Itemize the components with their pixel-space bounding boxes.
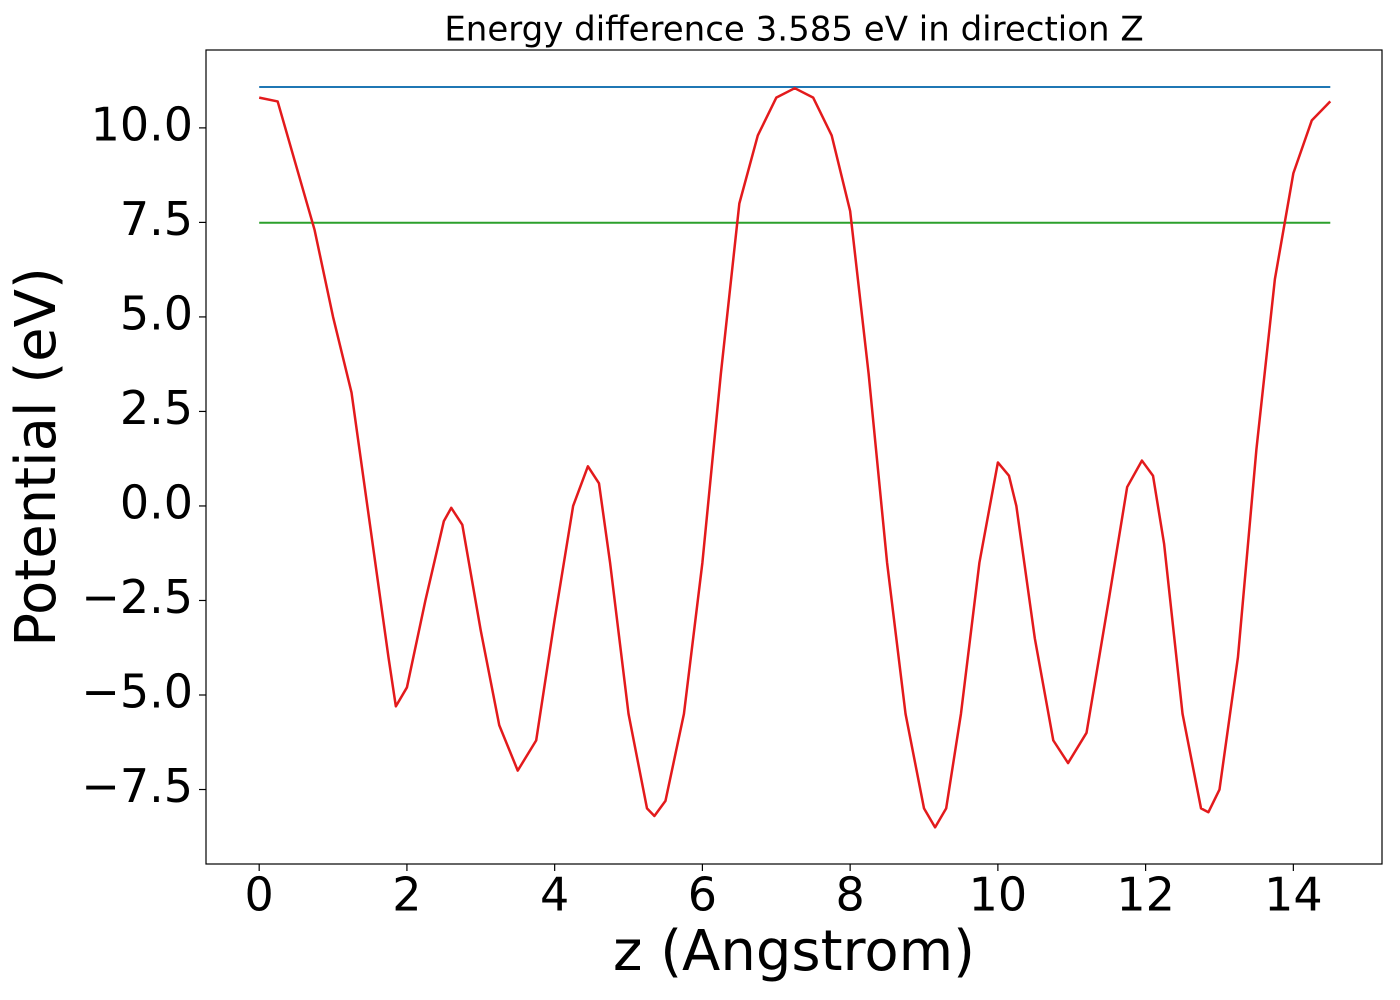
y-tick-label: 10.0 xyxy=(91,97,193,151)
x-axis-label: z (Angstrom) xyxy=(613,919,975,984)
x-tick-label: 10 xyxy=(969,868,1028,922)
x-tick-label: 8 xyxy=(836,868,865,922)
x-tick-label: 6 xyxy=(688,868,717,922)
plot-frame xyxy=(205,49,1383,865)
y-tick-label: −2.5 xyxy=(81,570,193,624)
x-tick-label: 4 xyxy=(540,868,569,922)
y-tick-label: 2.5 xyxy=(120,381,193,435)
y-tick-label: −5.0 xyxy=(81,664,193,718)
y-tick-label: 7.5 xyxy=(120,192,193,246)
y-tick-label: 0.0 xyxy=(120,475,193,529)
chart-title: Energy difference 3.585 eV in direction … xyxy=(444,10,1143,50)
x-tick-label: 2 xyxy=(392,868,421,922)
y-axis-label: Potential (eV) xyxy=(4,267,69,647)
y-tick-label: −7.5 xyxy=(81,759,193,813)
x-tick-label: 12 xyxy=(1116,868,1175,922)
data-line xyxy=(258,86,1332,829)
x-tick-label: 14 xyxy=(1264,868,1323,922)
x-tick-label: 0 xyxy=(245,868,274,922)
y-tick-label: 5.0 xyxy=(120,286,193,340)
